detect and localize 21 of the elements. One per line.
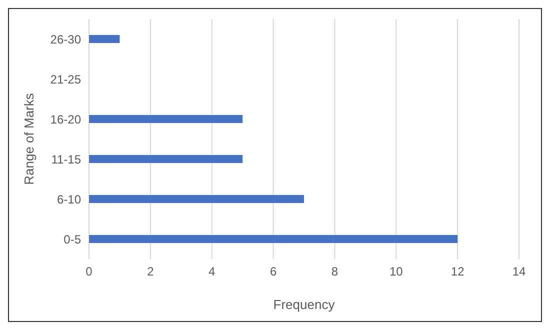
x-tick-label: 4: [208, 264, 216, 279]
x-tick-label: 6: [270, 264, 277, 279]
y-tick-label: 26-30: [50, 32, 82, 46]
x-tick-label: 10: [389, 264, 404, 279]
x-tick-label: 2: [147, 264, 154, 279]
y-tick-label: 21-25: [50, 72, 82, 86]
x-tick-label: 0: [86, 264, 93, 279]
x-tick-label: 12: [450, 264, 465, 279]
bar: [89, 155, 243, 163]
y-axis-title: Range of Marks: [22, 92, 37, 185]
y-tick-label: 11-15: [51, 152, 82, 166]
bar: [89, 195, 304, 203]
y-tick-label: 16-20: [50, 112, 82, 126]
bar: [89, 35, 120, 43]
bar: [89, 235, 458, 243]
x-tick-label: 14: [512, 264, 526, 279]
x-axis-title: Frequency: [273, 297, 336, 312]
y-tick-label: 0-5: [64, 232, 82, 246]
bar: [89, 115, 243, 123]
x-tick-label: 8: [331, 264, 338, 279]
y-tick-label: 6-10: [56, 192, 82, 206]
